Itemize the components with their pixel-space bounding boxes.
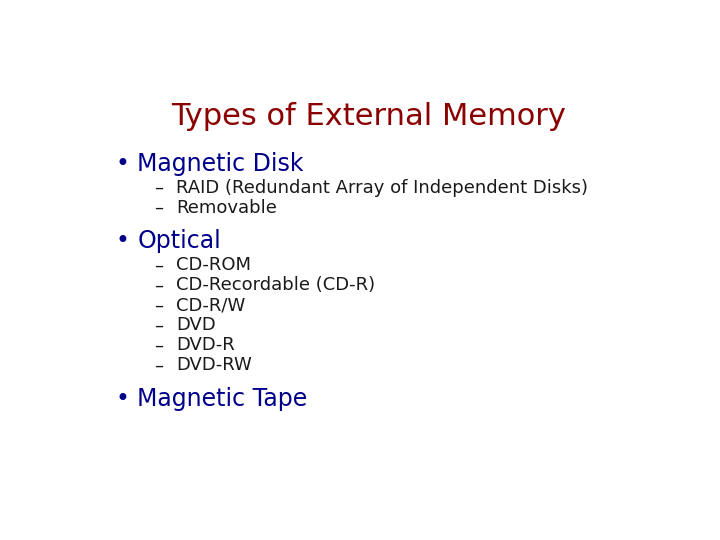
Text: –: – [154,316,163,334]
Text: DVD-RW: DVD-RW [176,356,252,374]
Text: CD-R/W: CD-R/W [176,296,246,314]
Text: –: – [154,296,163,314]
Text: –: – [154,256,163,274]
Text: Optical: Optical [138,230,221,253]
Text: –: – [154,276,163,294]
Text: –: – [154,199,163,217]
Text: DVD: DVD [176,316,216,334]
Text: •: • [115,387,129,410]
Text: Removable: Removable [176,199,277,217]
Text: •: • [115,152,129,176]
Text: CD-ROM: CD-ROM [176,256,251,274]
Text: –: – [154,336,163,354]
Text: •: • [115,230,129,253]
Text: CD-Recordable (CD-R): CD-Recordable (CD-R) [176,276,376,294]
Text: Types of External Memory: Types of External Memory [171,102,567,131]
Text: DVD-R: DVD-R [176,336,235,354]
Text: –: – [154,356,163,374]
Text: –: – [154,179,163,197]
Text: RAID (Redundant Array of Independent Disks): RAID (Redundant Array of Independent Dis… [176,179,588,197]
Text: Magnetic Disk: Magnetic Disk [138,152,304,176]
Text: Magnetic Tape: Magnetic Tape [138,387,307,410]
